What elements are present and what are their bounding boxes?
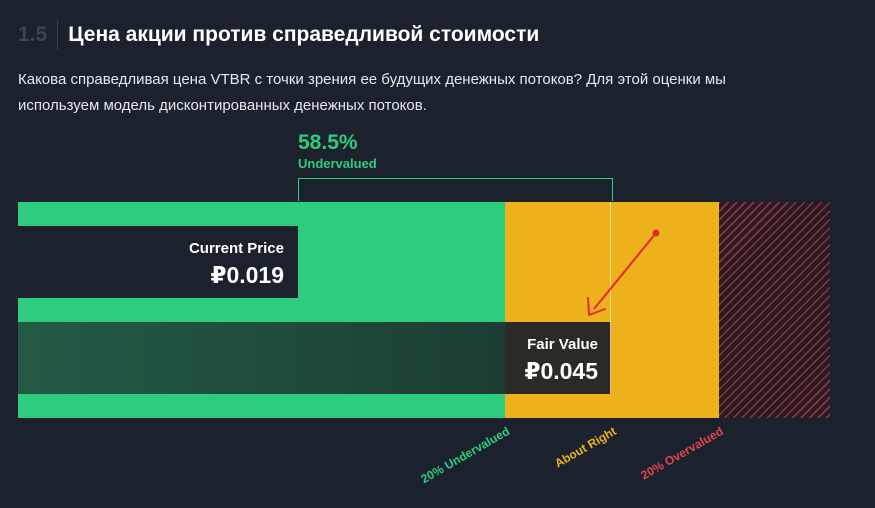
fair-value-bar bbox=[18, 322, 505, 394]
fair-value-label: Fair Value bbox=[527, 336, 598, 353]
current-price-value: ₽0.019 bbox=[210, 262, 284, 288]
zone-label-undervalued: 20% Undervalued bbox=[418, 424, 512, 487]
section-description: Какова справедливая цена VTBR с точки зр… bbox=[18, 71, 726, 114]
undervalued-status: Undervalued bbox=[298, 156, 377, 171]
header-divider bbox=[57, 20, 59, 50]
section-header: 1.5 Цена акции против справедливой стоим… bbox=[18, 18, 539, 52]
undervalued-indicator: 58.5% Undervalued bbox=[298, 130, 377, 172]
difference-bracket bbox=[298, 178, 613, 201]
zone-label-overvalued: 20% Overvalued bbox=[638, 424, 726, 483]
current-price-label: Current Price bbox=[188, 240, 284, 257]
fair-value-box: Fair Value ₽0.045 bbox=[505, 322, 611, 394]
section-number: 1.5 bbox=[18, 23, 48, 46]
undervalued-percent: 58.5% bbox=[298, 131, 358, 154]
fair-value-marker-line bbox=[610, 202, 611, 394]
current-price-bar: Current Price ₽0.019 bbox=[18, 226, 298, 298]
zone-label-about-right: About Right bbox=[552, 424, 619, 471]
fair-value-value: ₽0.045 bbox=[524, 358, 598, 384]
overvalued-zone bbox=[719, 202, 830, 418]
section-title: Цена акции против справедливой стоимости bbox=[68, 23, 540, 46]
